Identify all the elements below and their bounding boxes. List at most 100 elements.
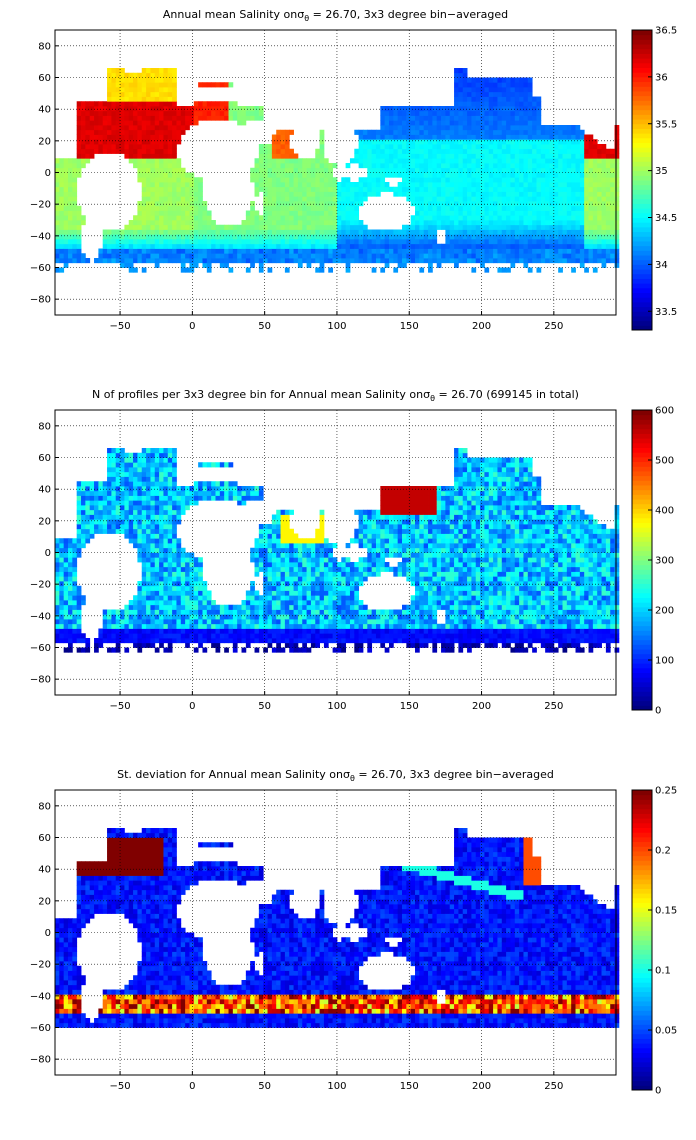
heatmap-cell — [59, 638, 65, 644]
heatmap-cell — [367, 153, 373, 159]
heatmap-cell — [68, 647, 73, 653]
heatmap-cell — [358, 148, 364, 154]
heatmap-cell — [328, 267, 334, 273]
heatmap-cell — [167, 68, 173, 74]
heatmap-cell — [76, 205, 82, 211]
heatmap-cell — [467, 224, 472, 230]
heatmap-cell — [588, 134, 594, 140]
heatmap-cell — [185, 196, 190, 202]
heatmap-cell — [345, 239, 351, 245]
heatmap-cell — [167, 476, 173, 482]
heatmap-cell — [510, 182, 516, 188]
heatmap-cell — [523, 205, 529, 211]
heatmap-cell — [488, 182, 494, 188]
heatmap-cell — [605, 167, 611, 173]
heatmap-cell — [575, 248, 581, 254]
heatmap-cell — [219, 638, 225, 644]
heatmap-cell — [120, 495, 125, 501]
heatmap-cell — [436, 144, 442, 150]
heatmap-cell — [432, 210, 438, 216]
heatmap-cell — [566, 258, 572, 264]
heatmap-cell — [211, 604, 216, 610]
heatmap-cell — [55, 239, 60, 245]
heatmap-cell — [102, 243, 108, 249]
title-subscript: θ — [304, 14, 310, 24]
heatmap-cell — [159, 172, 164, 178]
heatmap-cell — [553, 220, 559, 226]
heatmap-cell — [189, 229, 195, 235]
heatmap-cell — [506, 220, 511, 226]
heatmap-cell — [493, 253, 498, 259]
heatmap-cell — [133, 486, 138, 492]
heatmap-cell — [107, 129, 112, 135]
heatmap-cell — [202, 82, 208, 88]
heatmap-cell — [419, 153, 425, 159]
heatmap-cell — [146, 571, 151, 577]
heatmap-cell — [419, 182, 425, 188]
heatmap-cell — [228, 82, 234, 88]
heatmap-cell — [406, 186, 412, 192]
heatmap-cell — [189, 106, 195, 112]
heatmap-cell — [393, 163, 399, 169]
heatmap-cell — [115, 500, 121, 506]
heatmap-cell — [163, 243, 169, 249]
heatmap-cell — [154, 509, 160, 515]
heatmap-cell — [306, 205, 312, 211]
heatmap-cell — [553, 139, 559, 145]
heatmap-cell — [367, 172, 373, 178]
heatmap-cell — [527, 177, 533, 183]
heatmap-cell — [159, 619, 164, 625]
heatmap-cell — [150, 177, 156, 183]
heatmap-cell — [527, 139, 533, 145]
heatmap-cell — [245, 623, 251, 629]
heatmap-cell — [150, 101, 156, 107]
heatmap-cell — [111, 72, 117, 78]
heatmap-cell — [198, 229, 203, 235]
heatmap-cell — [436, 186, 442, 192]
heatmap-cell — [154, 167, 160, 173]
heatmap-cell — [514, 153, 520, 159]
heatmap-cell — [410, 220, 416, 226]
heatmap-cell — [484, 205, 490, 211]
heatmap-cell — [432, 120, 438, 126]
heatmap-cell — [254, 566, 260, 572]
heatmap-cell — [284, 182, 290, 188]
heatmap-cell — [167, 87, 173, 93]
heatmap-cell — [389, 234, 394, 240]
heatmap-cell — [475, 220, 481, 226]
heatmap-cell — [128, 77, 134, 83]
heatmap-cell — [501, 96, 507, 102]
heatmap-cell — [241, 495, 247, 501]
heatmap-cell — [445, 191, 451, 197]
heatmap-cell — [497, 77, 503, 83]
heatmap-cell — [462, 153, 468, 159]
heatmap-cell — [458, 196, 464, 202]
heatmap-cell — [349, 234, 355, 240]
heatmap-cell — [76, 614, 82, 620]
heatmap-cell — [107, 505, 112, 511]
heatmap-cell — [124, 462, 130, 468]
heatmap-cell — [141, 571, 147, 577]
heatmap-cell — [523, 215, 529, 221]
heatmap-cell — [558, 229, 563, 235]
heatmap-cell — [601, 182, 607, 188]
heatmap-cell — [193, 566, 199, 572]
heatmap-cell — [445, 239, 451, 245]
heatmap-cell — [250, 229, 255, 235]
heatmap-cell — [211, 481, 216, 487]
heatmap-cell — [219, 262, 225, 268]
heatmap-cell — [81, 528, 86, 534]
heatmap-cell — [128, 148, 134, 154]
heatmap-cell — [475, 139, 481, 145]
heatmap-cell — [384, 248, 390, 254]
heatmap-cell — [284, 148, 290, 154]
heatmap-cell — [198, 201, 203, 207]
heatmap-cell — [76, 167, 82, 173]
heatmap-cell — [566, 153, 572, 159]
heatmap-cell — [254, 552, 260, 558]
heatmap-cell — [124, 638, 130, 644]
heatmap-cell — [415, 253, 420, 259]
heatmap-cell — [610, 153, 615, 159]
heatmap-cell — [141, 234, 147, 240]
heatmap-cell — [172, 224, 177, 230]
